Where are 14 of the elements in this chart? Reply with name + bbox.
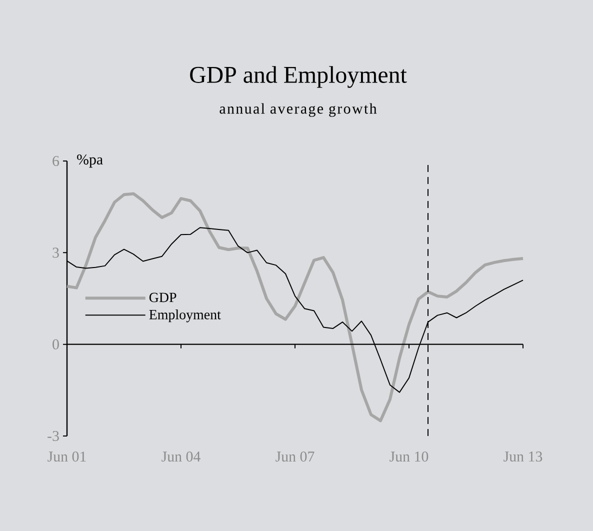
y-axis-title: %pa [77,154,103,168]
y-tick-label: 0 [52,339,59,350]
x-tick-label: Jun 10 [390,452,428,462]
y-tick-label: -3 [48,430,59,442]
chart-subtitle: annual average growth [220,103,377,117]
legend-label: Employment [149,310,221,322]
x-tick-label: Jun 01 [48,452,86,462]
x-tick-label: Jun 04 [162,452,200,462]
y-tick-label: 6 [52,156,60,166]
chart-title: GDP and Employment [190,66,407,88]
x-tick-label: Jun 07 [276,452,314,462]
legend-label: GDP [149,292,176,302]
y-tick-label: 3 [52,248,59,258]
x-tick-label: Jun 13 [504,452,542,462]
